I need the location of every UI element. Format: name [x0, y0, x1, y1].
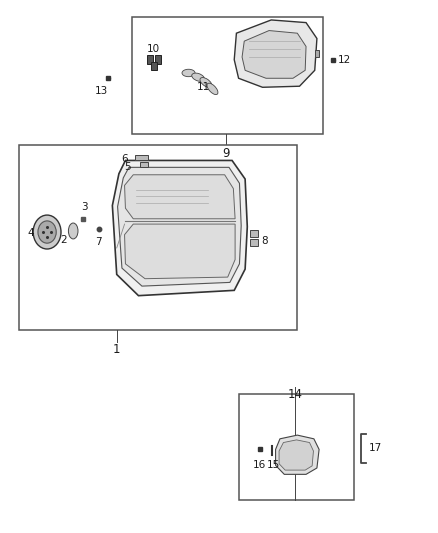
Text: 14: 14 — [288, 389, 303, 401]
Circle shape — [38, 221, 56, 243]
Bar — [132, 17, 323, 134]
Polygon shape — [117, 167, 241, 286]
Ellipse shape — [192, 73, 205, 82]
Bar — [315, 50, 319, 57]
Bar — [251, 230, 258, 237]
Polygon shape — [124, 224, 235, 279]
Polygon shape — [234, 20, 317, 87]
Ellipse shape — [200, 77, 212, 87]
Text: 12: 12 — [338, 55, 351, 64]
Text: 6: 6 — [121, 155, 127, 164]
Bar — [239, 394, 354, 500]
Ellipse shape — [68, 223, 78, 239]
Ellipse shape — [207, 83, 218, 94]
Polygon shape — [276, 435, 319, 474]
Text: 17: 17 — [369, 443, 382, 453]
Text: 11: 11 — [197, 82, 210, 92]
Circle shape — [33, 215, 61, 249]
Bar — [19, 144, 297, 330]
Bar — [251, 239, 258, 246]
Text: 16: 16 — [252, 460, 266, 470]
Bar — [135, 155, 148, 160]
Polygon shape — [242, 30, 306, 78]
Polygon shape — [279, 440, 314, 470]
Text: 2: 2 — [60, 235, 67, 245]
Polygon shape — [124, 175, 235, 219]
Text: 5: 5 — [124, 162, 131, 172]
Bar — [147, 55, 153, 64]
Text: 8: 8 — [261, 236, 268, 246]
Text: 10: 10 — [147, 44, 160, 54]
Text: 9: 9 — [222, 147, 229, 160]
Text: 7: 7 — [95, 237, 101, 247]
Ellipse shape — [182, 69, 195, 77]
Text: 3: 3 — [81, 203, 88, 213]
Text: 13: 13 — [95, 86, 108, 96]
Text: 15: 15 — [267, 460, 280, 470]
Bar — [151, 62, 157, 70]
Polygon shape — [113, 160, 247, 296]
Text: 1: 1 — [113, 343, 120, 357]
Bar — [155, 55, 161, 64]
Bar — [140, 162, 148, 167]
Text: 4: 4 — [27, 228, 34, 238]
